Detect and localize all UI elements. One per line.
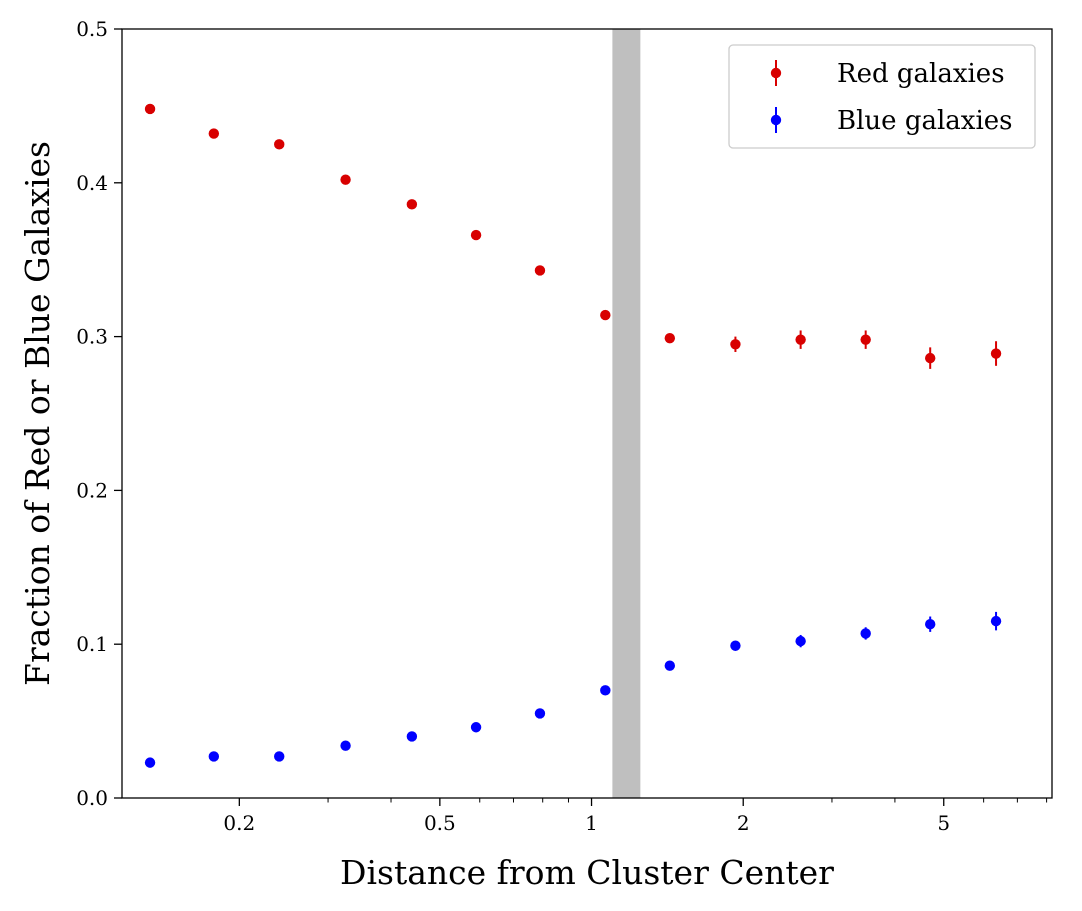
- data-point: [144, 757, 156, 768]
- data-point: [470, 722, 482, 733]
- tick-layer: 0.0 0.1 0.2 0.3 0.4 0.5 0.2 0.5 1 2 5: [76, 17, 1048, 835]
- y-tick-label: 0.1: [76, 632, 108, 656]
- data-point: [340, 174, 351, 185]
- data-layer: [144, 103, 1002, 768]
- y-tick-label: 0.5: [76, 17, 108, 41]
- legend-entries: Red galaxies Blue galaxies: [770, 59, 1013, 136]
- legend-marker: [770, 67, 782, 79]
- data-point: [925, 352, 936, 364]
- legend-marker: [770, 114, 782, 126]
- legend-label: Red galaxies: [837, 59, 1005, 89]
- data-point: [860, 334, 871, 345]
- data-point: [340, 740, 351, 751]
- data-point: [990, 615, 1002, 627]
- data-point: [795, 334, 806, 345]
- legend-box: [728, 44, 1036, 149]
- data-point: [664, 660, 676, 671]
- data-point: [730, 339, 741, 350]
- data-point: [600, 309, 611, 321]
- x-axis-label: Distance from Cluster Center: [340, 853, 834, 892]
- data-point: [470, 229, 482, 241]
- legend: Red galaxies Blue galaxies: [728, 44, 1036, 149]
- series-blue-galaxies: [144, 611, 1002, 768]
- data-point: [144, 103, 156, 115]
- x-tick-label: 1: [585, 811, 598, 835]
- data-point: [534, 265, 546, 276]
- data-point: [534, 708, 546, 719]
- data-point: [406, 199, 418, 210]
- x-tick-label: 0.5: [424, 811, 456, 835]
- x-tick-label: 2: [737, 811, 750, 835]
- data-point: [925, 619, 936, 630]
- data-point: [860, 628, 871, 639]
- data-point: [990, 348, 1002, 359]
- data-point: [274, 139, 285, 150]
- data-point: [274, 751, 285, 762]
- data-point: [208, 128, 220, 139]
- data-point: [600, 685, 611, 696]
- x-tick-label: 0.2: [223, 811, 255, 835]
- data-point: [730, 640, 741, 651]
- legend-label: Blue galaxies: [837, 106, 1013, 136]
- data-point: [208, 751, 220, 762]
- y-tick-label: 0.2: [76, 478, 108, 502]
- plot-frame: [121, 28, 1053, 799]
- shaded-band: [612, 29, 641, 798]
- data-point: [406, 731, 418, 742]
- y-tick-label: 0.4: [76, 171, 108, 195]
- data-point: [795, 635, 806, 647]
- x-tick-label: 5: [937, 811, 950, 835]
- series-red-galaxies: [144, 103, 1002, 369]
- y-axis-label: Fraction of Red or Blue Galaxies: [18, 141, 57, 686]
- y-tick-label: 0.0: [76, 786, 108, 810]
- shaded-band-layer: [612, 29, 641, 798]
- y-tick-label: 0.3: [76, 325, 108, 349]
- data-point: [664, 332, 676, 344]
